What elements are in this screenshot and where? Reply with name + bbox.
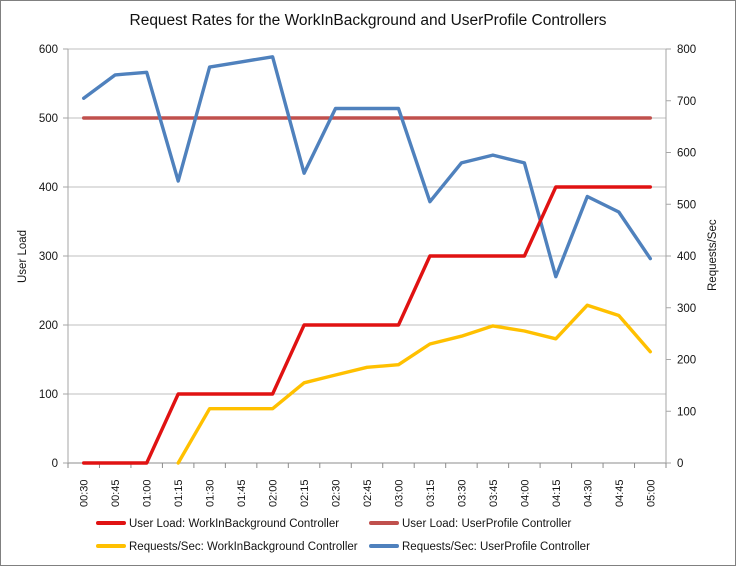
chart-title: Request Rates for the WorkInBackground a… bbox=[129, 12, 607, 29]
x-axis-tick-label: 02:45 bbox=[362, 479, 374, 507]
legend-label: Requests/Sec: WorkInBackground Controlle… bbox=[129, 540, 358, 553]
legend-label: User Load: UserProfile Controller bbox=[402, 517, 572, 530]
legend-item: Requests/Sec: WorkInBackground Controlle… bbox=[96, 538, 358, 554]
left-axis-tick-label: 0 bbox=[52, 458, 58, 470]
series-line-2 bbox=[176, 303, 652, 465]
x-axis-tick-label: 04:00 bbox=[519, 479, 531, 507]
left-axis-tick-label: 200 bbox=[39, 320, 58, 332]
left-axis-tick-label: 300 bbox=[39, 251, 58, 263]
left-axis-tick-label: 400 bbox=[39, 182, 58, 194]
series-line-3 bbox=[81, 55, 652, 279]
left-axis-title: User Load bbox=[17, 229, 29, 283]
right-axis-tick-label: 0 bbox=[677, 458, 683, 470]
legend-item: User Load: UserProfile Controller bbox=[369, 515, 571, 531]
x-axis-tick-label: 03:15 bbox=[425, 479, 437, 507]
x-axis-tick-label: 03:00 bbox=[393, 479, 405, 507]
x-axis-tick-label: 01:30 bbox=[205, 479, 217, 507]
series-line-0 bbox=[81, 185, 652, 465]
legend-swatch bbox=[369, 543, 399, 548]
legend-swatch bbox=[96, 543, 126, 548]
right-axis-tick-label: 300 bbox=[677, 303, 696, 315]
right-axis-tick-label: 400 bbox=[677, 251, 696, 263]
legend-label: User Load: WorkInBackground Controller bbox=[129, 517, 340, 530]
left-axis-tick-label: 600 bbox=[39, 44, 58, 56]
right-axis-tick-label: 700 bbox=[677, 96, 696, 108]
x-axis-tick-label: 01:45 bbox=[236, 479, 248, 507]
x-axis-tick-label: 02:00 bbox=[268, 479, 280, 507]
x-axis-tick-label: 01:00 bbox=[142, 479, 154, 507]
legend-swatch bbox=[369, 520, 399, 525]
x-axis-tick-label: 05:00 bbox=[645, 479, 657, 507]
x-axis-tick-label: 00:45 bbox=[110, 479, 122, 507]
x-axis-tick-label: 02:15 bbox=[299, 479, 311, 507]
x-axis-tick-label: 00:30 bbox=[79, 479, 91, 507]
x-axis-tick-label: 01:15 bbox=[173, 479, 185, 507]
x-axis-tick-label: 03:30 bbox=[456, 479, 468, 507]
x-axis-tick-label: 04:15 bbox=[551, 479, 563, 507]
left-axis-tick-label: 500 bbox=[39, 113, 58, 125]
right-axis-tick-label: 600 bbox=[677, 148, 696, 160]
right-axis-tick-label: 500 bbox=[677, 199, 696, 211]
x-axis-tick-label: 04:30 bbox=[582, 479, 594, 507]
x-axis-tick-label: 03:45 bbox=[488, 479, 500, 507]
legend-swatch bbox=[96, 520, 126, 525]
x-axis-tick-label: 04:45 bbox=[614, 479, 626, 507]
right-axis-title: Requests/Sec bbox=[707, 219, 719, 291]
x-axis-tick-label: 02:30 bbox=[331, 479, 343, 507]
right-axis-tick-label: 800 bbox=[677, 44, 696, 56]
legend-item: Requests/Sec: UserProfile Controller bbox=[369, 538, 590, 554]
right-axis-tick-label: 200 bbox=[677, 355, 696, 367]
legend-label: Requests/Sec: UserProfile Controller bbox=[402, 540, 590, 553]
right-axis-tick-label: 100 bbox=[677, 406, 696, 418]
legend-item: User Load: WorkInBackground Controller bbox=[96, 515, 339, 531]
left-axis-tick-label: 100 bbox=[39, 389, 58, 401]
